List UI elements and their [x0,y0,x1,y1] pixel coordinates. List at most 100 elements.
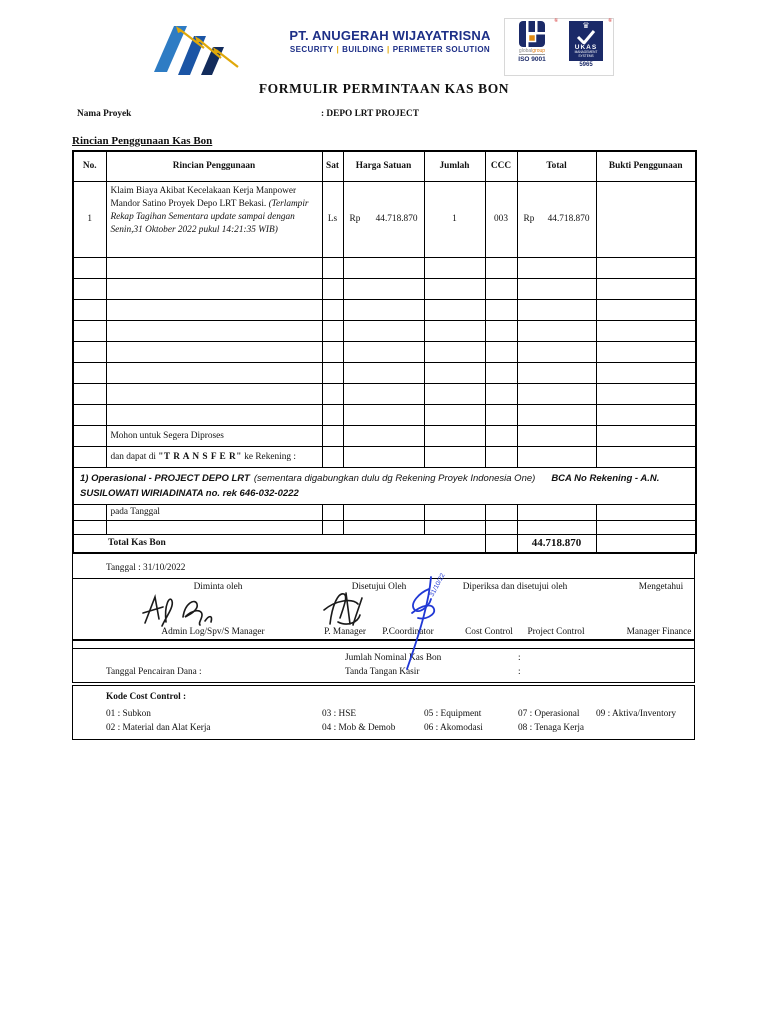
empty-table-row [72,256,697,279]
note-row-pada-tanggal: pada Tanggal [72,503,697,521]
jumlah-nominal-colon: : [518,653,521,663]
row-sat: Ls [321,180,344,258]
note-transfer: dan dapat di "T R A N S F E R" ke Rekeni… [105,445,323,468]
code-09: 09 : Aktiva/Inventory [596,709,677,719]
total-row: Total Kas Bon 44.718.870 [72,533,697,554]
cost-control-codes-section: Kode Cost Control : 01 : Subkon 03 : HSE… [72,685,695,740]
code-07: 07 : Operasional [518,709,580,719]
company-header: PT. ANUGERAH WIJAYATRISNA SECURITY | BUILD… [280,28,500,54]
project-name-value: : DEPO LRT PROJECT [321,109,419,119]
row-no: 1 [72,180,107,258]
iso-9001-badge: ® globalgroup ISO 9001 [505,19,559,75]
globalgroup-brand: globalgroup [518,48,546,55]
sign-header-mengetahui: Mengetahui [638,582,684,592]
signature-manager-icon [323,592,363,626]
empty-table-row [72,382,697,405]
row-ccc: 003 [484,180,518,258]
nominal-section: Jumlah Nominal Kas Bon : Tanggal Pencair… [72,649,695,683]
tanda-tangan-colon: : [518,667,521,677]
crown-icon: ♛ [582,21,590,30]
certification-badges: ® globalgroup ISO 9001 ® ♛ UKAS MANAGEME… [504,18,614,76]
company-tagline: SECURITY | BUILDING | PERIMETER SOLUTION [280,45,500,54]
registered-mark-icon: ® [608,19,612,24]
empty-table-row [72,340,697,363]
note-row-transfer: dan dapat di "T R A N S F E R" ke Rekeni… [72,445,697,468]
sign-header-diminta: Diminta oleh [193,582,243,592]
project-name-label: Nama Proyek [77,109,132,119]
ukas-label: UKAS [574,44,598,51]
sign-role-projectcontrol: Project Control [527,627,585,637]
ukas-sub1: MANAGEMENT [574,50,598,54]
col-header-no: No. [72,150,107,182]
col-header-rincian: Rincian Penggunaan [105,150,323,182]
total-ccc-cell [484,533,518,554]
empty-table-row [72,277,697,300]
code-03: 03 : HSE [322,709,357,719]
code-06: 06 : Akomodasi [424,723,483,733]
kas-bon-table: No. Rincian Penggunaan Sat Harga Satuan … [72,150,697,554]
row-total: Rp 44.718.870 [516,180,597,258]
ukas-badge: ® ♛ UKAS MANAGEMENT SYSTEMS 5965 [559,19,613,75]
col-header-bukti: Bukti Penggunaan [595,150,697,182]
form-title: FORMULIR PERMINTAAN KAS BON [258,81,510,96]
tanggal-pencairan-label: Tanggal Pencairan Dana : [106,667,202,677]
divider-band [72,641,695,649]
tagline-perimeter: PERIMETER SOLUTION [392,45,491,54]
bank-note-bold1: 1) Operasional - PROJECT DEPO LRT [80,472,250,484]
empty-table-row [72,519,697,535]
sign-role-pcoordinator: P.Coordinator [382,627,434,637]
tagline-building: BUILDING [342,45,385,54]
note-row-mohon: Mohon untuk Segera Diproses [72,424,697,447]
empty-table-row [72,403,697,426]
code-04: 04 : Mob & Demob [322,723,396,733]
sign-header-diperiksa: Diperiksa dan disetujui oleh [462,582,568,592]
col-header-jumlah: Jumlah [423,150,486,182]
total-value: 44.718.870 [516,533,597,554]
empty-table-row [72,361,697,384]
sign-header-disetujui: Disetujui Oleh [351,582,407,592]
empty-table-row [72,298,697,321]
total-bukti-cell [595,533,697,554]
sign-role-managerfinance: Manager Finance [626,627,692,637]
signature-section: Diminta oleh Disetujui Oleh Diperiksa da… [72,573,695,670]
row-bukti [595,180,697,258]
checkmark-icon [576,30,596,44]
table-row: 1 Klaim Biaya Akibat Kecelakaan Kerja Ma… [72,180,697,258]
tagline-security: SECURITY [289,45,334,54]
registered-mark-icon: ® [554,19,558,24]
note-mohon: Mohon untuk Segera Diproses [105,424,323,447]
empty-table-row [72,319,697,342]
ukas-number: 5965 [579,62,593,68]
form-body: No. Rincian Penggunaan Sat Harga Satuan … [72,150,697,740]
tagline-separator: | [387,45,390,54]
code-02: 02 : Material dan Alat Kerja [106,723,211,733]
bank-account-note: 1) Operasional - PROJECT DEPO LRT (sement… [72,466,697,505]
company-logo-icon [154,26,239,75]
code-01: 01 : Subkon [106,709,151,719]
tagline-separator: | [336,45,340,54]
date-section: Tanggal : 31/10/2022 [72,554,695,579]
col-header-total: Total [516,150,597,182]
iso-9001-label: ISO 9001 [518,56,546,63]
note-pada-tanggal: pada Tanggal [105,503,323,521]
section-title: Rincian Penggunaan Kas Bon [72,135,213,147]
col-header-harga: Harga Satuan [342,150,425,182]
code-08: 08 : Tenaga Kerja [518,723,585,733]
row-description: Klaim Biaya Akibat Kecelakaan Kerja Manp… [105,180,323,258]
sign-role-admin: Admin Log/Spv/S Manager [161,627,265,637]
company-name: PT. ANUGERAH WIJAYATRISNA [289,28,491,43]
kode-title: Kode Cost Control : [106,692,187,702]
col-header-sat: Sat [321,150,344,182]
bank-account-row: 1) Operasional - PROJECT DEPO LRT (sement… [72,466,697,505]
table-header-row: No. Rincian Penggunaan Sat Harga Satuan … [72,150,697,182]
row-jumlah: 1 [423,180,486,258]
total-label: Total Kas Bon [72,533,486,554]
code-05: 05 : Equipment [424,709,482,719]
date-line: Tanggal : 31/10/2022 [106,563,186,573]
sign-role-costcontrol: Cost Control [465,627,513,637]
row-harga-satuan: Rp 44.718.870 [342,180,425,258]
sign-role-pmanager: P. Manager [324,627,366,637]
signature-admin-icon [142,594,213,627]
tanda-tangan-label: Tanda Tangan Kasir [345,667,420,677]
